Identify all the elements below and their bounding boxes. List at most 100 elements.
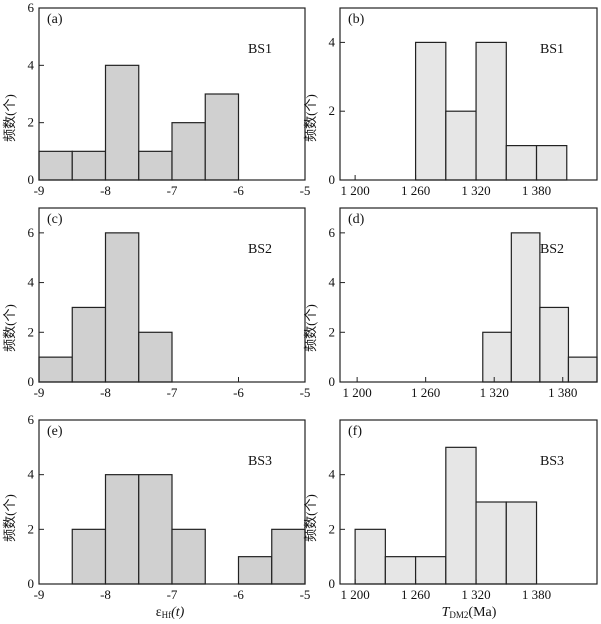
x-tick-label: -9: [34, 183, 45, 198]
histogram-bar: [475, 501, 507, 585]
y-tick-label: 2: [329, 521, 336, 536]
plot-frame: [339, 419, 598, 585]
histogram-bar: [138, 474, 173, 585]
x-tick-label: 1 260: [401, 587, 430, 602]
x-tick-label: -7: [167, 183, 178, 198]
right-x-axis-label-sub: DM2: [449, 610, 468, 620]
x-tick-label: -5: [300, 183, 311, 198]
right-x-axis-label-main: T: [442, 605, 451, 620]
panel-letter: (a): [47, 12, 63, 27]
x-tick-label: 1 320: [461, 587, 490, 602]
x-tick-label: 1 380: [522, 587, 551, 602]
y-tick-label: 4: [329, 275, 336, 290]
y-tick-label: 0: [28, 576, 35, 591]
x-tick-label: -8: [100, 587, 111, 602]
left-y-axis-label: 频数(个): [2, 494, 17, 542]
left-x-axis-label-tail: (t): [171, 605, 185, 620]
histogram-bar: [104, 232, 140, 383]
x-tick-label: -9: [34, 385, 45, 400]
histogram-bar: [104, 474, 140, 585]
right-x-axis-label: TDM2(Ma): [442, 605, 497, 620]
histogram-bar: [535, 145, 568, 181]
y-tick-label: 6: [28, 412, 35, 427]
y-tick-label: 6: [329, 225, 336, 240]
sample-label: BS3: [248, 454, 272, 469]
x-tick-label: -5: [300, 385, 311, 400]
y-tick-label: 4: [329, 467, 336, 482]
y-tick-label: 0: [329, 576, 336, 591]
panel-f: 1 200 1 260 1 320 1 380 0 2 4 (f) BS3: [329, 419, 598, 602]
plot-frame: [339, 207, 598, 383]
x-tick-label: -6: [233, 385, 244, 400]
y-tick-label: 6: [28, 225, 35, 240]
x-tick-label: 1 320: [461, 183, 490, 198]
histogram-bar: [505, 501, 538, 585]
x-tick-label: -6: [233, 587, 244, 602]
x-tick-label: -9: [34, 587, 45, 602]
histogram-bar: [138, 150, 173, 181]
panel-d: 1 200 1 260 1 320 1 380 0 2 4 6 (d) BS2: [329, 207, 598, 400]
panel-letter: (b): [348, 12, 365, 27]
y-tick-label: 2: [329, 103, 336, 118]
y-tick-label: 4: [329, 34, 336, 49]
right-y-axis-label: 频数(个): [303, 494, 318, 542]
panel-letter: (c): [47, 212, 63, 227]
x-tick-label: -6: [233, 183, 244, 198]
right-x-axis-label-tail: (Ma): [468, 605, 496, 620]
y-tick-label: 2: [28, 521, 35, 536]
histogram-bar: [414, 41, 447, 181]
histogram-bar: [71, 150, 107, 181]
histogram-bar: [71, 306, 107, 383]
x-tick-label: -8: [100, 385, 111, 400]
left-y-axis-label: 频数(个): [2, 94, 17, 142]
histogram-bar: [354, 528, 386, 585]
x-tick-label: -7: [167, 587, 178, 602]
histogram-bar: [171, 528, 206, 585]
panel-c: -9 -8 -7 -6 -5 0 2 4 6 (c) BS2: [28, 207, 311, 400]
histogram-bar: [567, 356, 598, 383]
histogram-bar: [384, 556, 417, 585]
x-tick-label: -7: [167, 385, 178, 400]
histogram-bar: [445, 110, 477, 181]
x-tick-label: 1 380: [548, 385, 577, 400]
left-x-axis-label: εHf(t): [156, 605, 185, 620]
sample-label: BS1: [248, 42, 272, 57]
histogram-bar: [505, 145, 538, 181]
right-y-axis-label: 频数(个): [303, 304, 318, 352]
y-tick-label: 2: [28, 115, 35, 130]
y-tick-label: 0: [329, 374, 336, 389]
sample-label: BS3: [540, 454, 564, 469]
histogram-bar: [38, 150, 73, 181]
histogram-bar: [71, 528, 107, 585]
plot-frame: [339, 7, 598, 181]
x-tick-label: 1 200: [340, 587, 369, 602]
histogram-bar: [237, 556, 273, 585]
panel-letter: (d): [348, 212, 365, 227]
histogram-bar: [539, 306, 570, 383]
sample-label: BS2: [540, 242, 564, 257]
histogram-bar: [138, 331, 173, 383]
sample-label: BS1: [540, 42, 564, 57]
y-tick-label: 0: [28, 172, 35, 187]
histogram-bar: [510, 232, 541, 383]
x-tick-label: 1 320: [480, 385, 509, 400]
panels-group: -9 -8 -7 -6 -5 0 2 4 6 (a) BS1 1 200 1 260 1 320 1 380…: [28, 0, 598, 602]
right-y-axis-label: 频数(个): [303, 94, 318, 142]
left-y-axis-label: 频数(个): [2, 304, 17, 352]
left-x-axis-label-sub: Hf: [162, 610, 172, 620]
y-tick-label: 4: [28, 467, 35, 482]
histogram-bar: [171, 122, 206, 181]
histogram-bar: [414, 556, 447, 585]
x-tick-label: 1 260: [411, 385, 440, 400]
left-x-axis-label-main: ε: [156, 605, 162, 620]
panel-b: 1 200 1 260 1 320 1 380 0 2 4 (b) BS1: [329, 7, 598, 198]
x-tick-label: 1 260: [401, 183, 430, 198]
panel-letter: (e): [47, 424, 63, 439]
histogram-bar: [482, 331, 512, 383]
y-tick-label: 2: [329, 324, 336, 339]
panel-letter: (f): [348, 424, 362, 439]
y-tick-label: 0: [329, 172, 336, 187]
histogram-bar: [445, 446, 477, 585]
x-tick-label: 1 200: [343, 385, 372, 400]
